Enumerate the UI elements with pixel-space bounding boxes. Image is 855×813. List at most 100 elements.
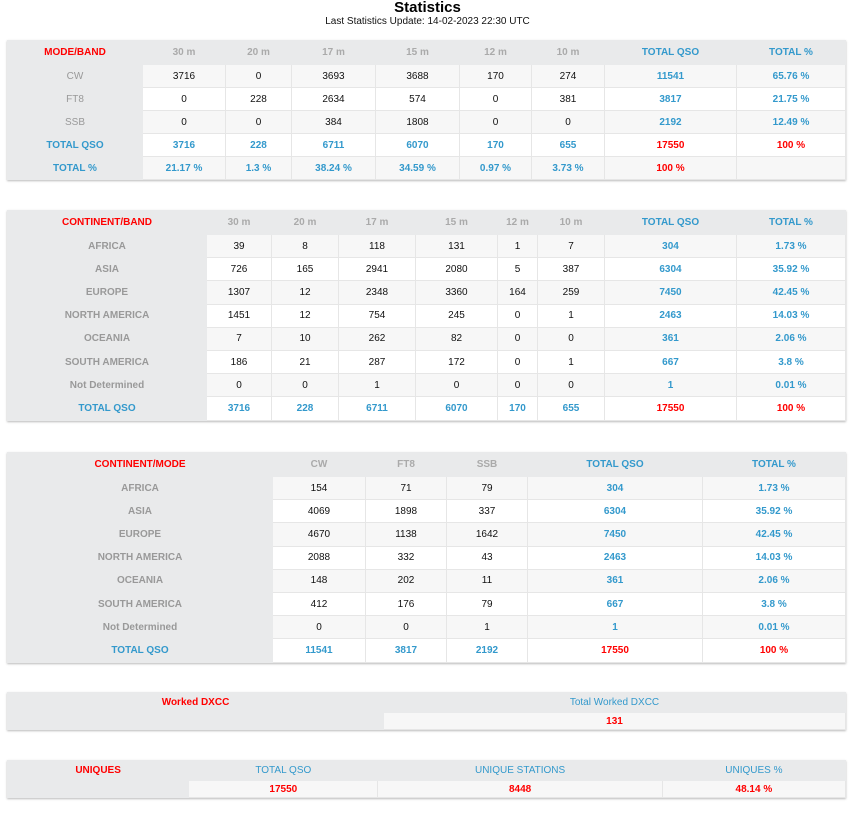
cell-value: 35.92 %: [736, 257, 846, 282]
cell-value: 118: [338, 233, 416, 259]
pct-row: TOTAL % 21.17 % 1.3 % 38.24 % 34.59 % 0.97 % 3…: [7, 156, 846, 180]
cell-value: 39: [206, 233, 272, 259]
row-label: NORTH AMERICA: [7, 545, 273, 570]
cell-value: 3817: [365, 638, 447, 663]
cell-value: 245: [415, 303, 498, 328]
cell-value: 154: [272, 475, 366, 501]
cell-value: 412: [272, 591, 366, 617]
cell-value: 0: [142, 110, 226, 134]
cell-value: 1898: [365, 499, 447, 524]
cell-value: 7: [537, 233, 605, 259]
cell-value: 79: [446, 591, 528, 617]
cell-value: 0: [415, 373, 498, 398]
cell-value: 3688: [375, 64, 460, 88]
table-row: EUROPE 4670 1138 1642 7450 42.45 %: [7, 522, 846, 547]
row-label: TOTAL %: [7, 156, 143, 180]
cell-value: 170: [459, 133, 532, 157]
cell-value: 34.59 %: [375, 156, 460, 180]
row-label: Not Determined: [7, 615, 273, 640]
table-row: SOUTH AMERICA 412 176 79 667 3.8 %: [7, 591, 846, 617]
column-header: Total Worked DXCC: [383, 692, 846, 713]
total-row: TOTAL QSO 3716 228 6711 6070 170 655 17550 100 %: [7, 133, 846, 157]
cell-value: 11541: [272, 638, 366, 663]
cell-value: 100 %: [736, 133, 846, 157]
table-row: AFRICA 39 8 118 131 1 7 304 1.73 %: [7, 233, 846, 259]
cell-value: 4670: [272, 522, 366, 547]
cell-value: 3.73 %: [531, 156, 605, 180]
cell-value: 1: [537, 349, 605, 375]
header-row: MODE/BAND 30 m 20 m 17 m 15 m 12 m 10 m TOTAL Q…: [7, 40, 846, 65]
cell-value: 38.24 %: [291, 156, 376, 180]
table-row: NORTH AMERICA 1451 12 754 245 0 1 2463 14.03 %: [7, 303, 846, 328]
cell-value: 3716: [142, 133, 226, 157]
cell-value: 17550: [604, 133, 737, 157]
cell-value: 0: [497, 373, 538, 398]
cell-value: 6304: [527, 499, 703, 524]
cell-value: 655: [537, 396, 605, 421]
column-header: CW: [272, 452, 366, 477]
cell-value: 21.75 %: [736, 87, 846, 111]
row-label: SOUTH AMERICA: [7, 591, 273, 617]
cell-value: 0: [459, 110, 532, 134]
cell-value: 5: [497, 257, 538, 282]
total-row: TOTAL QSO 3716 228 6711 6070 170 655 17550 100 %: [7, 396, 846, 421]
cell-value: 17550: [188, 780, 379, 798]
cell-value: 8: [271, 233, 339, 259]
column-header: SSB: [446, 452, 528, 477]
row-label: Not Determined: [7, 373, 207, 398]
cell-value: 0.01 %: [702, 615, 846, 640]
cell-value: 381: [531, 87, 605, 111]
column-header: UNIQUE STATIONS: [377, 760, 663, 781]
column-header: 10 m: [531, 40, 605, 65]
cell-value: 1: [537, 303, 605, 328]
cell-value: 176: [365, 591, 447, 617]
cell-value: 337: [446, 499, 528, 524]
cell-value: 43: [446, 545, 528, 570]
row-label: OCEANIA: [7, 568, 273, 593]
row-label: TOTAL QSO: [7, 396, 207, 421]
row-label: ASIA: [7, 257, 207, 282]
cell-value: 65.76 %: [736, 64, 846, 88]
cell-value: 726: [206, 257, 272, 282]
cell-value: 2192: [604, 110, 737, 134]
column-header: 30 m: [206, 210, 272, 235]
cell-value: 1: [527, 615, 703, 640]
table-row: NORTH AMERICA 2088 332 43 2463 14.03 %: [7, 545, 846, 570]
cell-value: 1: [446, 615, 528, 640]
cell-value: 7450: [604, 280, 737, 305]
column-header: 10 m: [537, 210, 605, 235]
cell-value: 148: [272, 568, 366, 593]
table-row: ASIA 726 165 2941 2080 5 387 6304 35.92 %: [7, 257, 846, 282]
cell-value: 0: [206, 373, 272, 398]
cell-value: 361: [604, 326, 737, 351]
cell-value: 7450: [527, 522, 703, 547]
page-title: Statistics: [394, 0, 461, 16]
worked-dxcc-table: Worked DXCC Total Worked DXCC 131: [7, 692, 846, 730]
column-header: FT8: [365, 452, 447, 477]
cell-value: 17550: [527, 638, 703, 663]
single-row: 17550 8448 48.14 %: [8, 780, 847, 798]
cell-value: 2463: [527, 545, 703, 570]
cell-value: 3.8 %: [736, 349, 846, 375]
cell-value: 274: [531, 64, 605, 88]
cell-value: 1.73 %: [702, 475, 846, 501]
cell-value: 6070: [415, 396, 498, 421]
cell-value: 0: [497, 326, 538, 351]
cell-value: 0: [142, 87, 226, 111]
cell-value: 6711: [338, 396, 416, 421]
row-label: SOUTH AMERICA: [7, 349, 207, 375]
column-header: 17 m: [338, 210, 416, 235]
cell-value: 0: [225, 110, 292, 134]
row-label: OCEANIA: [7, 326, 207, 351]
cell-value: 0: [497, 349, 538, 375]
header-row: Worked DXCC Total Worked DXCC: [7, 692, 846, 730]
cell-value: 361: [527, 568, 703, 593]
cell-value: 0: [225, 64, 292, 88]
cell-value: 387: [537, 257, 605, 282]
total-row: TOTAL QSO 11541 3817 2192 17550 100 %: [7, 638, 846, 663]
cell-value: 228: [225, 133, 292, 157]
column-header: 20 m: [225, 40, 292, 65]
cell-value: 100 %: [604, 156, 737, 180]
cell-value: 17550: [604, 396, 737, 421]
cell-value: 0: [497, 303, 538, 328]
